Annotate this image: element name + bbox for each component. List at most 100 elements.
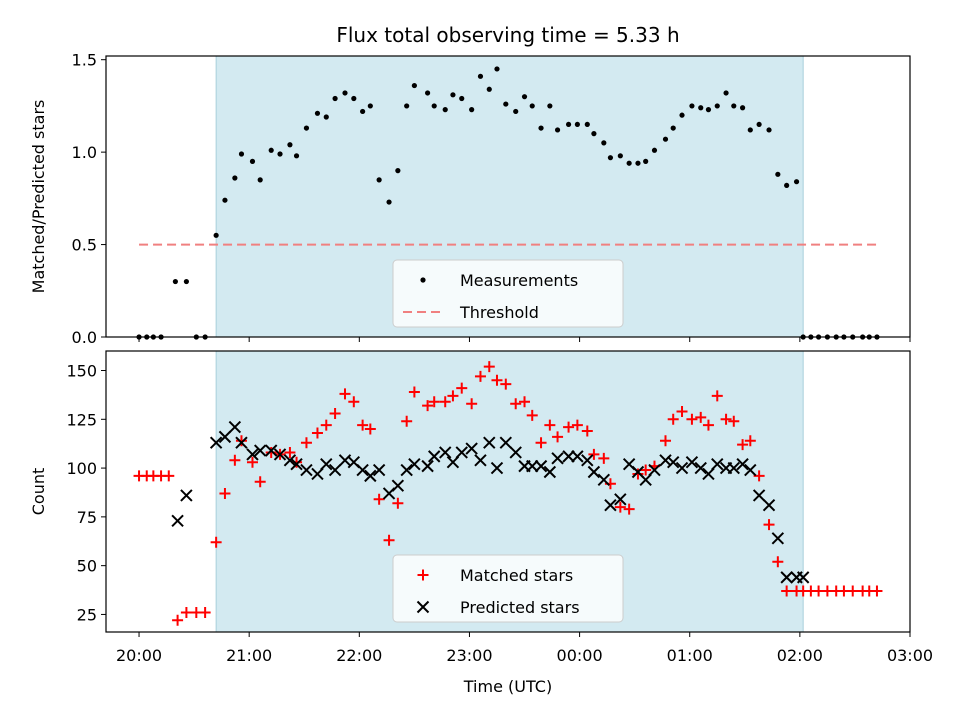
data-point: [183, 278, 189, 285]
legend-label: Predicted stars: [460, 598, 580, 617]
data-point: [372, 463, 386, 477]
data-point: [587, 465, 601, 479]
data-point: [702, 419, 714, 431]
data-point: [784, 182, 790, 189]
y-tick-label: 0.0: [72, 328, 97, 347]
data-point: [439, 446, 452, 459]
data-point: [521, 94, 528, 100]
y-tick-label: 1.5: [72, 51, 97, 70]
data-point: [300, 437, 312, 449]
data-point: [490, 461, 504, 475]
data-point: [494, 66, 500, 72]
data-point: [314, 110, 321, 116]
data-point: [871, 585, 883, 597]
legend-label: Measurements: [460, 271, 578, 290]
data-point: [222, 197, 228, 203]
axes-frame: [105, 350, 911, 633]
data-point: [796, 571, 810, 584]
y-tick-label: 125: [66, 410, 97, 429]
data-point: [793, 179, 800, 185]
data-point: [601, 140, 607, 146]
data-point: [565, 121, 572, 128]
data-point: [293, 153, 300, 159]
y-tick-label: 50: [77, 557, 97, 576]
data-point: [727, 461, 740, 475]
chart-title: Flux total observing time = 5.33 h: [336, 23, 679, 47]
data-point: [323, 114, 329, 120]
data-point: [581, 454, 594, 467]
data-point: [723, 90, 729, 96]
data-point: [465, 442, 478, 455]
data-point: [781, 585, 793, 597]
data-point: [428, 450, 441, 463]
data-point: [486, 86, 492, 92]
data-point: [235, 436, 248, 449]
data-point: [273, 448, 287, 461]
data-point: [284, 446, 296, 458]
data-point: [604, 498, 617, 512]
data-point: [342, 90, 348, 96]
data-point: [320, 457, 333, 471]
data-point: [450, 92, 456, 98]
data-point: [526, 459, 539, 473]
data-point: [401, 415, 413, 427]
data-point: [626, 160, 632, 166]
data-point: [459, 95, 465, 102]
data-point: [623, 503, 635, 515]
data-point: [439, 396, 451, 408]
data-point: [455, 446, 468, 459]
x-tick-label: 03:00: [887, 646, 933, 665]
data-point: [483, 361, 495, 373]
data-point: [702, 467, 715, 481]
data-point: [303, 125, 310, 131]
data-point: [290, 457, 303, 471]
data-point: [711, 457, 724, 471]
data-point: [172, 614, 184, 626]
data-point: [257, 177, 263, 183]
data-point: [535, 437, 547, 449]
top-panel: 0.0 0.5 1.0 1.5 Matched/Predicted stars Measu…: [29, 51, 911, 347]
y-tick-label: 25: [77, 605, 97, 624]
legend-marker: [420, 277, 426, 283]
data-point: [728, 415, 740, 427]
data-point: [228, 420, 242, 434]
data-point: [635, 160, 641, 166]
data-point: [736, 457, 749, 471]
data-point: [519, 396, 531, 408]
data-point: [392, 497, 404, 509]
data-point: [762, 498, 776, 512]
data-point: [659, 454, 672, 467]
data-point: [581, 425, 593, 437]
data-point: [265, 446, 277, 458]
data-point: [698, 105, 704, 111]
data-point: [218, 430, 232, 444]
data-point: [483, 436, 496, 449]
data-point: [676, 405, 688, 417]
data-point: [614, 501, 626, 513]
data-point: [287, 142, 293, 148]
data-point: [529, 103, 535, 109]
data-point: [373, 493, 385, 505]
data-point: [667, 413, 679, 425]
data-point: [617, 153, 623, 159]
data-point: [562, 450, 575, 463]
data-point: [731, 103, 737, 109]
data-point: [598, 452, 610, 464]
data-point: [639, 473, 652, 486]
data-point: [711, 390, 723, 402]
data-point: [219, 487, 231, 499]
x-tick-label: 23:00: [446, 646, 492, 665]
data-point: [172, 278, 178, 285]
data-point: [662, 136, 669, 142]
data-point: [253, 444, 267, 457]
data-point: [171, 514, 184, 527]
data-point: [246, 456, 258, 468]
data-point: [651, 147, 658, 153]
data-point: [408, 386, 420, 398]
data-point: [720, 413, 732, 425]
data-point: [447, 390, 459, 402]
data-point: [351, 95, 357, 102]
y-tick-label: 75: [77, 508, 97, 527]
y-tick-label: 0.5: [72, 236, 97, 255]
